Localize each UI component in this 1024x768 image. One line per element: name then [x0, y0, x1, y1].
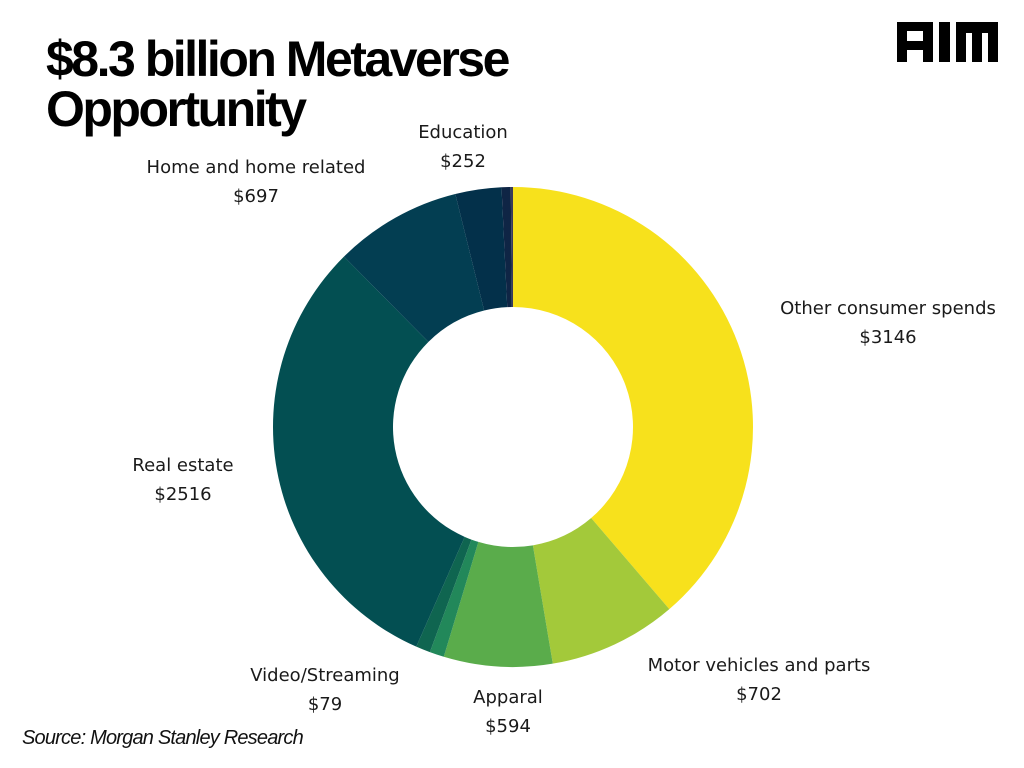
slice-name: Motor vehicles and parts — [647, 655, 871, 676]
slice-name: Apparal — [473, 687, 543, 708]
aim-logo — [897, 22, 998, 62]
slice-value: $697 — [233, 186, 279, 207]
slice-label-video-streaming: Video/Streaming $79 — [250, 661, 399, 719]
donut-slice-1 — [532, 518, 670, 664]
slice-name: Education — [418, 122, 508, 143]
donut-slice-8 — [501, 187, 512, 308]
slice-value: $79 — [307, 694, 343, 715]
donut-slice-4 — [416, 536, 472, 653]
donut-slice-6 — [343, 194, 485, 342]
donut-slice-3 — [429, 539, 479, 657]
donut-slice-5 — [273, 256, 465, 647]
slice-name: Other consumer spends — [780, 298, 996, 319]
slice-value: $702 — [736, 684, 782, 705]
donut-slice-0 — [513, 187, 754, 610]
slice-name: Video/Streaming — [250, 665, 400, 686]
donut-slice-7 — [455, 187, 508, 311]
chart-title: $8.3 billion Metaverse Opportunity — [46, 31, 510, 137]
slice-value: $2516 — [154, 484, 212, 505]
slice-name: Home and home related — [146, 157, 366, 178]
slice-name: Real estate — [132, 455, 234, 476]
slice-value: $3146 — [859, 327, 917, 348]
slice-label-home-related: Home and home related $697 — [147, 153, 366, 211]
slice-label-other-consumer-spends: Other consumer spends $3146 — [780, 294, 996, 352]
source-note: Source: Morgan Stanley Research — [22, 727, 304, 749]
slice-value: $594 — [485, 716, 531, 737]
donut-slice-2 — [443, 541, 553, 668]
slice-label-apparal: Apparal $594 — [473, 683, 543, 741]
slice-label-motor-vehicles: Motor vehicles and parts $702 — [648, 651, 871, 709]
slice-label-real-estate: Real estate $2516 — [132, 451, 233, 509]
donut-slice-9 — [510, 187, 513, 308]
slice-label-education: Education $252 — [418, 118, 508, 176]
slice-value: $252 — [440, 151, 486, 172]
